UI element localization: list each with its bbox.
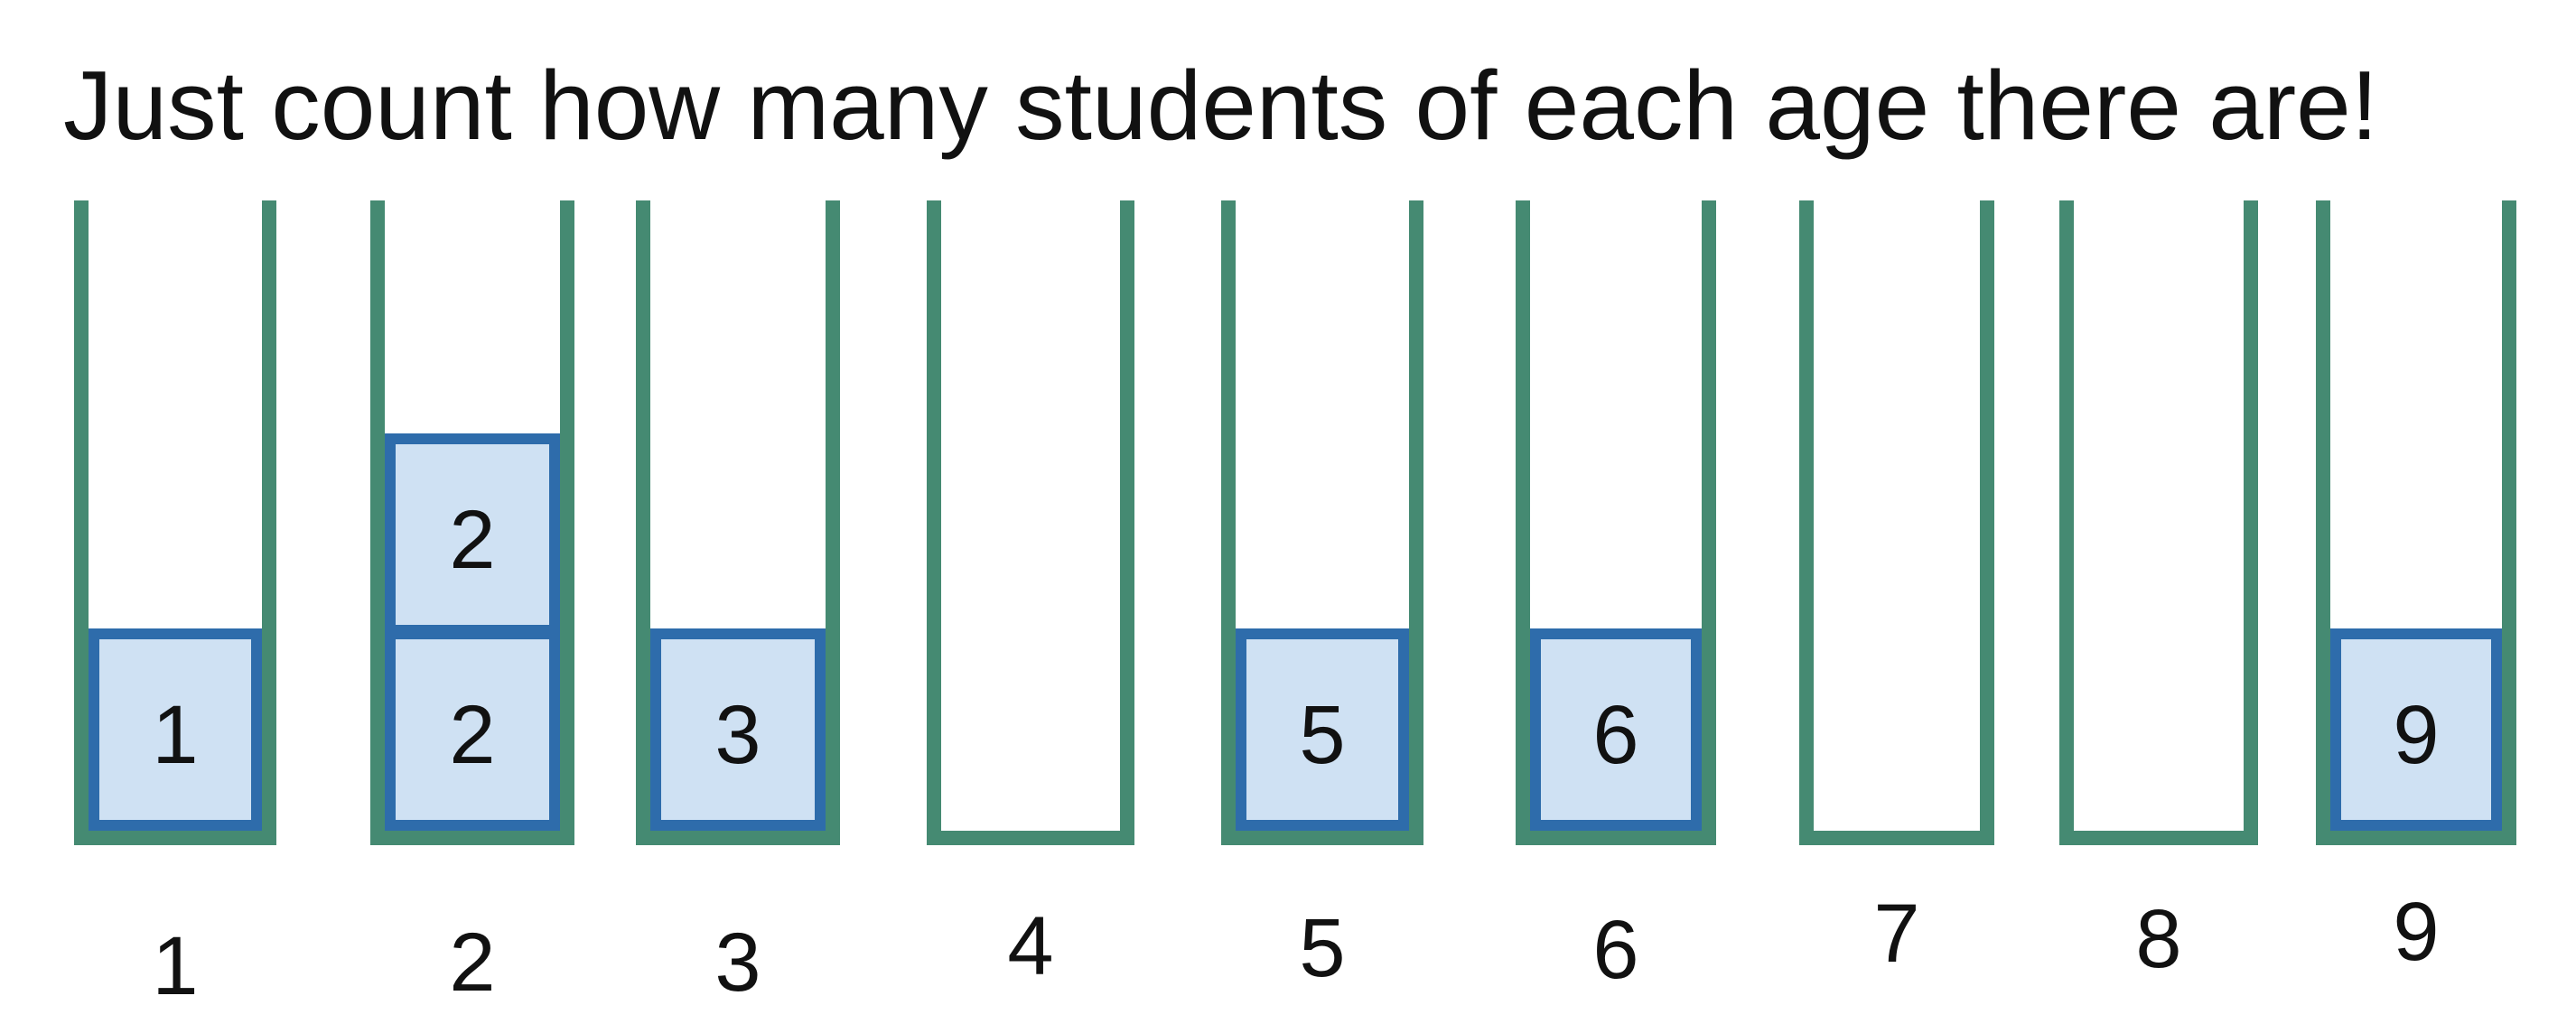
bucket-age-label: 5 xyxy=(1299,902,1345,994)
bucket-age-label: 4 xyxy=(1007,900,1053,992)
bucket-outline xyxy=(1806,200,1987,838)
bucket-age-label: 7 xyxy=(1873,888,1919,980)
student-age-label: 6 xyxy=(1592,689,1638,781)
bucket-age-4: 4 xyxy=(934,200,1127,992)
bucket-age-label: 1 xyxy=(152,920,198,1012)
student-age-label: 5 xyxy=(1299,689,1345,781)
student-age-label: 2 xyxy=(449,494,495,586)
bucket-age-6: 66 xyxy=(1523,200,1709,996)
bucket-age-3: 33 xyxy=(643,200,833,1009)
bucket-age-label: 6 xyxy=(1592,904,1638,996)
bucket-age-7: 7 xyxy=(1806,200,1987,980)
bucket-age-label: 3 xyxy=(714,917,761,1009)
bucket-age-8: 8 xyxy=(2067,200,2251,985)
bucket-age-label: 2 xyxy=(449,917,495,1009)
bucket-outline xyxy=(2067,200,2251,838)
student-age-label: 3 xyxy=(714,689,761,781)
bucket-age-label: 9 xyxy=(2393,886,2439,978)
bucket-age-9: 99 xyxy=(2323,200,2509,978)
bucket-age-1: 11 xyxy=(81,200,269,1012)
student-age-label: 1 xyxy=(152,689,198,781)
bucket-age-2: 2 2 2 xyxy=(378,200,567,1009)
bucket-age-5: 55 xyxy=(1228,200,1416,994)
bucket-age-label: 8 xyxy=(2135,893,2181,985)
bucket-outline xyxy=(934,200,1127,838)
student-age-label: 9 xyxy=(2393,689,2439,781)
student-age-label: 2 xyxy=(449,689,495,781)
